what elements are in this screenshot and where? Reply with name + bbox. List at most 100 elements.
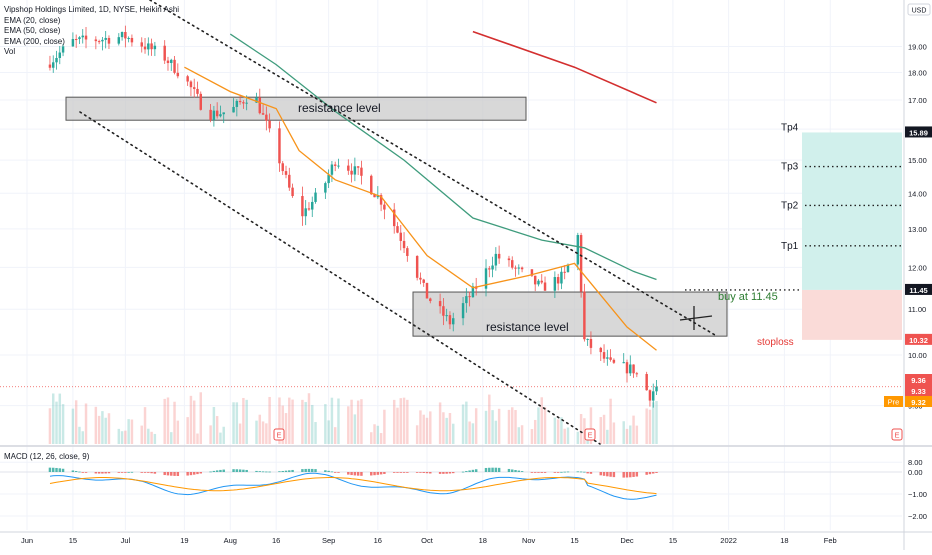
candle-body[interactable] (392, 209, 396, 227)
tp4-label[interactable]: Tp4 (781, 122, 799, 133)
candle-body[interactable] (258, 97, 262, 114)
candle-body[interactable] (353, 166, 357, 175)
candle-body[interactable] (648, 390, 652, 401)
candle-body[interactable] (350, 170, 353, 175)
earnings-marker-nov[interactable] (584, 428, 596, 441)
candle-body[interactable] (396, 226, 399, 233)
candle-body[interactable] (563, 271, 566, 273)
candle-body[interactable] (488, 268, 491, 270)
candle-body[interactable] (586, 338, 589, 340)
earnings-marker-upcoming[interactable] (891, 428, 903, 441)
candle-body[interactable] (583, 291, 586, 340)
candle-body[interactable] (589, 338, 593, 348)
candle-body[interactable] (238, 100, 242, 103)
resistance-label-bottom[interactable]: resistance level (486, 320, 569, 334)
channel-lower-trendline[interactable] (79, 111, 601, 445)
candle-body[interactable] (232, 106, 235, 113)
buy-label[interactable]: buy at 11.45 (718, 291, 778, 303)
candle-body[interactable] (189, 81, 193, 88)
candle-body[interactable] (324, 183, 327, 193)
candle-body[interactable] (635, 373, 639, 375)
tp1-label[interactable]: Tp1 (781, 241, 799, 252)
candle-body[interactable] (494, 253, 498, 266)
stoploss-label[interactable]: stoploss (757, 337, 794, 348)
premarket-price-badge[interactable] (905, 396, 932, 407)
candle-body[interactable] (652, 391, 655, 401)
candle-body[interactable] (311, 201, 314, 210)
candle-body[interactable] (452, 318, 455, 325)
candle-body[interactable] (219, 114, 222, 117)
candle-body[interactable] (94, 39, 98, 42)
volume-legend[interactable]: Vol (4, 47, 16, 56)
candle-body[interactable] (566, 264, 570, 273)
candle-body[interactable] (491, 265, 494, 270)
candle-body[interactable] (140, 42, 143, 47)
candle-body[interactable] (281, 163, 284, 172)
candle-body[interactable] (622, 362, 625, 364)
candle-body[interactable] (468, 296, 471, 298)
candle-body[interactable] (52, 62, 55, 68)
candle-body[interactable] (101, 39, 104, 42)
candle-body[interactable] (419, 277, 422, 280)
tp2-label[interactable]: Tp2 (781, 200, 799, 211)
channel-upper-trendline[interactable] (149, 0, 716, 336)
ema200-line[interactable] (472, 30, 657, 104)
target-zone[interactable] (802, 132, 902, 290)
candle-body[interactable] (422, 279, 425, 283)
candle-body[interactable] (186, 76, 189, 82)
candle-body[interactable] (602, 352, 606, 359)
buy-price-badge[interactable] (905, 283, 932, 295)
candle-body[interactable] (560, 271, 563, 284)
candle-body[interactable] (245, 102, 248, 104)
candle-body[interactable] (166, 60, 170, 64)
candle-body[interactable] (327, 174, 330, 184)
candle-body[interactable] (632, 364, 635, 374)
candle-body[interactable] (173, 59, 176, 73)
candle-body[interactable] (533, 275, 537, 285)
candle-body[interactable] (268, 120, 271, 129)
candle-body[interactable] (530, 269, 534, 276)
symbol-title[interactable]: Vipshop Holdings Limited, 1D, NYSE, Heik… (4, 5, 180, 14)
candle-body[interactable] (147, 43, 150, 50)
candle-body[interactable] (304, 208, 307, 217)
candle-body[interactable] (58, 52, 62, 58)
candle-body[interactable] (514, 267, 517, 269)
candle-body[interactable] (399, 232, 402, 241)
candle-body[interactable] (314, 192, 317, 202)
candle-body[interactable] (61, 46, 65, 53)
candle-body[interactable] (645, 374, 648, 391)
stop-zone[interactable] (802, 289, 902, 340)
candle-body[interactable] (130, 37, 134, 43)
candle-body[interactable] (461, 303, 465, 319)
tp3-label[interactable]: Tp3 (781, 162, 799, 173)
resistance-label-top[interactable]: resistance level (298, 101, 381, 115)
candle-body[interactable] (117, 37, 121, 44)
currency-badge[interactable] (907, 3, 931, 16)
candle-body[interactable] (425, 282, 429, 299)
candle-body[interactable] (599, 347, 602, 353)
prev-close-badge[interactable] (905, 385, 932, 396)
candle-body[interactable] (606, 357, 609, 359)
candle-body[interactable] (484, 268, 488, 289)
ema50-legend[interactable]: EMA (50, close) (4, 26, 61, 35)
ema200-legend[interactable]: EMA (200, close) (4, 36, 65, 46)
candle-body[interactable] (609, 357, 612, 360)
candle-body[interactable] (356, 166, 360, 168)
candle-body[interactable] (107, 37, 111, 44)
candle-body[interactable] (465, 296, 468, 304)
ema20-line[interactable] (184, 66, 657, 351)
candle-body[interactable] (284, 171, 288, 175)
candle-body[interactable] (553, 277, 557, 291)
candle-body[interactable] (215, 110, 219, 117)
candle-body[interactable] (337, 165, 340, 167)
candle-body[interactable] (97, 41, 101, 43)
candle-body[interactable] (517, 267, 521, 269)
candle-body[interactable] (291, 187, 294, 197)
ema50-line[interactable] (229, 33, 657, 281)
candle-body[interactable] (625, 362, 629, 374)
candle-body[interactable] (163, 45, 166, 61)
candle-body[interactable] (497, 253, 501, 259)
resistance-zone-top[interactable] (65, 96, 527, 121)
candle-body[interactable] (71, 39, 75, 47)
